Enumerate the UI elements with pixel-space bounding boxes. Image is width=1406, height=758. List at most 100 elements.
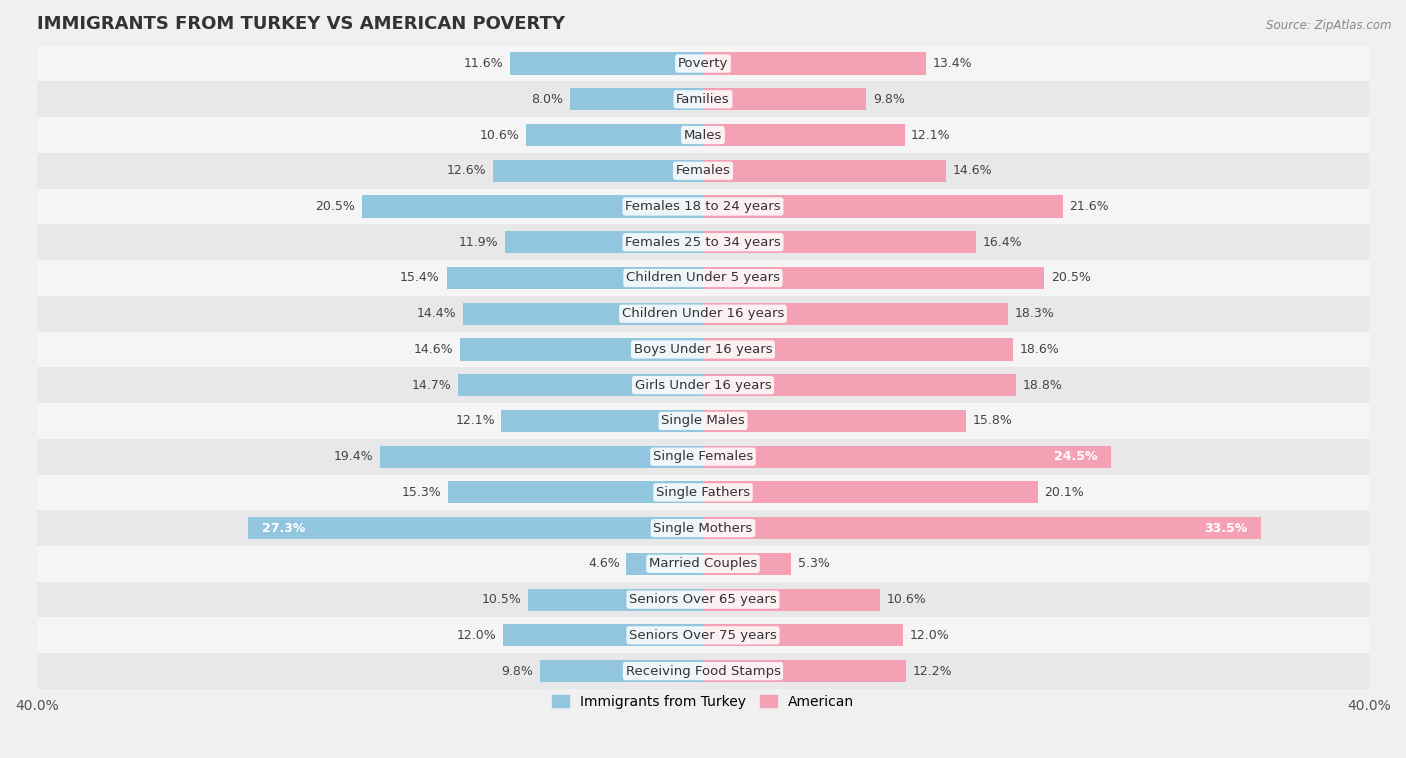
Bar <box>37 45 1369 81</box>
Bar <box>703 196 1063 218</box>
Bar <box>703 553 792 575</box>
Text: Females: Females <box>675 164 731 177</box>
Bar <box>37 546 1369 581</box>
Text: IMMIGRANTS FROM TURKEY VS AMERICAN POVERTY: IMMIGRANTS FROM TURKEY VS AMERICAN POVER… <box>37 15 565 33</box>
Text: 18.8%: 18.8% <box>1022 379 1063 392</box>
Text: Seniors Over 75 years: Seniors Over 75 years <box>628 629 778 642</box>
Text: 20.5%: 20.5% <box>1052 271 1091 284</box>
Text: Females 18 to 24 years: Females 18 to 24 years <box>626 200 780 213</box>
Bar <box>37 81 1369 117</box>
Text: Children Under 5 years: Children Under 5 years <box>626 271 780 284</box>
Text: 11.6%: 11.6% <box>464 57 503 70</box>
Bar <box>703 625 903 647</box>
Text: Single Males: Single Males <box>661 415 745 428</box>
Text: Single Mothers: Single Mothers <box>654 522 752 534</box>
Text: 8.0%: 8.0% <box>531 92 564 106</box>
Text: 21.6%: 21.6% <box>1070 200 1109 213</box>
Text: Boys Under 16 years: Boys Under 16 years <box>634 343 772 356</box>
Text: 10.5%: 10.5% <box>482 593 522 606</box>
Bar <box>37 153 1369 189</box>
Text: 15.4%: 15.4% <box>401 271 440 284</box>
Text: Seniors Over 65 years: Seniors Over 65 years <box>628 593 778 606</box>
Bar <box>460 338 703 361</box>
Bar <box>703 374 1017 396</box>
Text: Married Couples: Married Couples <box>650 557 756 570</box>
Text: Receiving Food Stamps: Receiving Food Stamps <box>626 665 780 678</box>
Bar <box>494 160 703 182</box>
Text: Single Females: Single Females <box>652 450 754 463</box>
Bar <box>37 260 1369 296</box>
Bar <box>703 338 1012 361</box>
Bar <box>458 374 703 396</box>
Bar <box>526 124 703 146</box>
Bar <box>569 88 703 111</box>
Text: 12.1%: 12.1% <box>911 129 950 142</box>
Text: 12.6%: 12.6% <box>447 164 486 177</box>
Bar <box>37 296 1369 331</box>
Bar <box>703 124 904 146</box>
Text: Females 25 to 34 years: Females 25 to 34 years <box>626 236 780 249</box>
Bar <box>37 618 1369 653</box>
Text: 24.5%: 24.5% <box>1054 450 1098 463</box>
Bar <box>703 660 907 682</box>
Legend: Immigrants from Turkey, American: Immigrants from Turkey, American <box>547 689 859 714</box>
Bar <box>37 224 1369 260</box>
Text: 15.8%: 15.8% <box>973 415 1012 428</box>
Text: 9.8%: 9.8% <box>873 92 904 106</box>
Bar <box>37 653 1369 689</box>
Bar <box>510 52 703 74</box>
Bar <box>703 481 1038 503</box>
Bar <box>37 439 1369 475</box>
Text: 20.5%: 20.5% <box>315 200 354 213</box>
Bar <box>503 625 703 647</box>
Bar <box>37 581 1369 618</box>
Text: 14.4%: 14.4% <box>418 307 457 320</box>
Bar <box>703 446 1111 468</box>
Bar <box>361 196 703 218</box>
Bar <box>540 660 703 682</box>
Text: Source: ZipAtlas.com: Source: ZipAtlas.com <box>1267 19 1392 32</box>
Bar <box>703 160 946 182</box>
Bar <box>37 189 1369 224</box>
Bar <box>249 517 703 539</box>
Bar <box>37 510 1369 546</box>
Text: 9.8%: 9.8% <box>502 665 533 678</box>
Text: 20.1%: 20.1% <box>1045 486 1084 499</box>
Text: 10.6%: 10.6% <box>479 129 520 142</box>
Text: 10.6%: 10.6% <box>886 593 927 606</box>
Text: Single Fathers: Single Fathers <box>657 486 749 499</box>
Bar <box>37 368 1369 403</box>
Bar <box>37 117 1369 153</box>
Bar <box>703 410 966 432</box>
Bar <box>380 446 703 468</box>
Bar <box>703 52 927 74</box>
Bar <box>703 267 1045 289</box>
Text: 14.7%: 14.7% <box>412 379 451 392</box>
Text: 18.3%: 18.3% <box>1014 307 1054 320</box>
Text: 13.4%: 13.4% <box>932 57 973 70</box>
Bar <box>703 231 976 253</box>
Bar <box>502 410 703 432</box>
Text: 5.3%: 5.3% <box>799 557 830 570</box>
Bar <box>37 475 1369 510</box>
Text: Males: Males <box>683 129 723 142</box>
Bar <box>703 588 880 611</box>
Bar <box>627 553 703 575</box>
Bar <box>449 481 703 503</box>
Text: 33.5%: 33.5% <box>1205 522 1247 534</box>
Text: 12.1%: 12.1% <box>456 415 495 428</box>
Bar <box>703 302 1008 324</box>
Text: Poverty: Poverty <box>678 57 728 70</box>
Bar <box>447 267 703 289</box>
Text: 11.9%: 11.9% <box>458 236 498 249</box>
Text: 14.6%: 14.6% <box>413 343 453 356</box>
Text: 12.0%: 12.0% <box>910 629 949 642</box>
Bar <box>37 331 1369 368</box>
Text: 12.0%: 12.0% <box>457 629 496 642</box>
Text: 4.6%: 4.6% <box>588 557 620 570</box>
Bar <box>463 302 703 324</box>
Bar <box>529 588 703 611</box>
Text: Children Under 16 years: Children Under 16 years <box>621 307 785 320</box>
Text: 19.4%: 19.4% <box>333 450 373 463</box>
Bar <box>505 231 703 253</box>
